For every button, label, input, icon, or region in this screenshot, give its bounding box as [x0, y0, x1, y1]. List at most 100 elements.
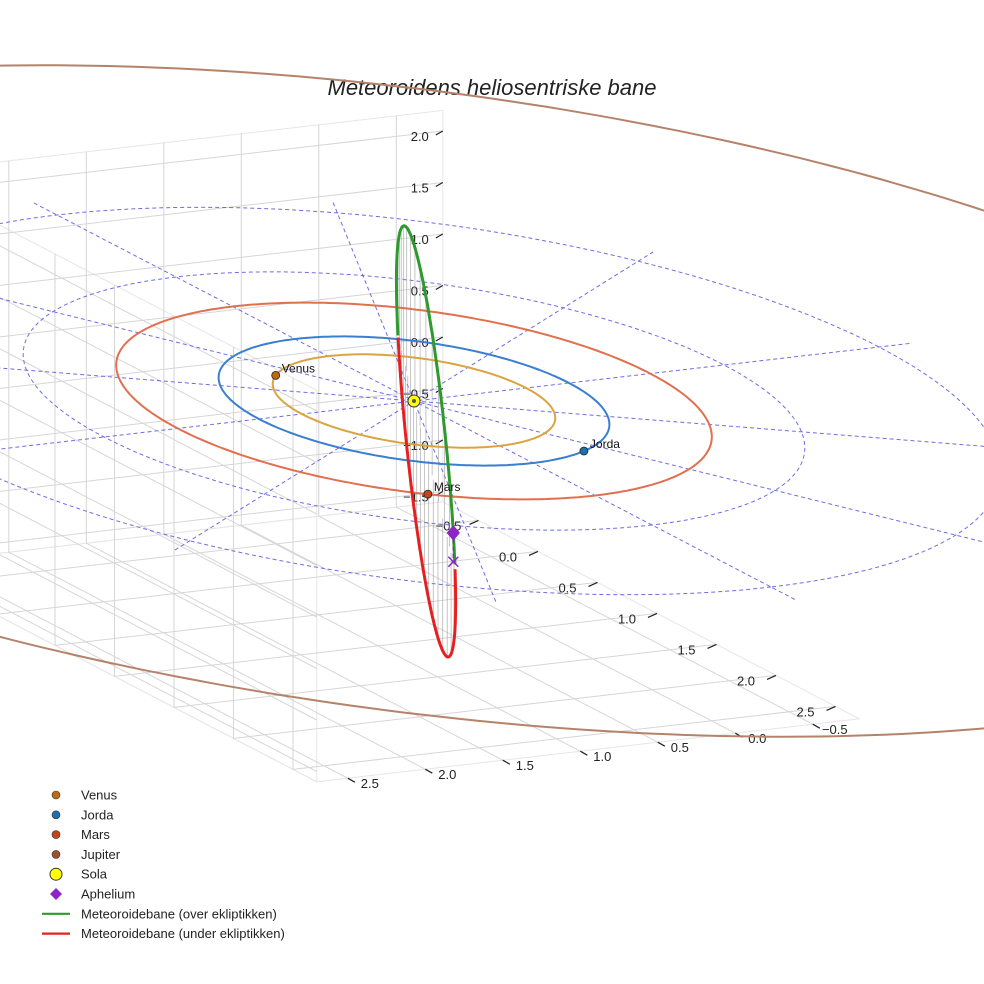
y-tick	[425, 768, 433, 774]
legend-label: Aphelium	[81, 887, 135, 902]
sun-core	[412, 399, 416, 403]
ecliptic-spoke	[0, 367, 984, 447]
grid-line	[0, 605, 318, 772]
grid-line	[0, 451, 318, 618]
x-tick-label: 0.5	[558, 580, 576, 595]
legend-marker	[51, 850, 61, 859]
x-tick-label: 1.5	[677, 642, 695, 657]
y-tick	[502, 759, 511, 765]
legend: Venus Jorda Mars Jupiter Sola Aphelium Meteoro…	[42, 788, 285, 941]
y-tick	[812, 723, 821, 729]
grid-line	[0, 399, 318, 566]
y-tick-label: −0.5	[822, 722, 848, 737]
grid-line	[0, 233, 443, 286]
x-tick	[469, 519, 479, 525]
left-wall-pane	[0, 109, 444, 554]
aphelion-marker	[446, 525, 460, 541]
z-tick	[435, 336, 444, 342]
axis-ticks: −0.50.00.51.01.52.02.5−0.50.00.51.01.52.…	[347, 129, 848, 791]
x-tick-label: 2.0	[737, 673, 755, 688]
planet-label: Venus	[282, 361, 315, 375]
z-tick	[435, 233, 444, 239]
planet-jorda	[579, 446, 589, 456]
grid-line	[0, 130, 443, 183]
grid-line	[0, 502, 318, 669]
z-tick	[435, 130, 444, 136]
grid-line	[233, 674, 777, 739]
meteoroid-orbit-above	[394, 224, 457, 565]
grid-line	[86, 542, 504, 761]
ecliptic-spoke	[331, 200, 497, 602]
y-tick-label: 2.5	[361, 776, 379, 791]
legend-label: Meteoroidebane (under ekliptikken)	[81, 926, 285, 941]
grid-line	[241, 524, 659, 743]
meteoroid-orbit-below	[397, 349, 458, 659]
y-tick-label: 1.0	[593, 749, 611, 764]
z-tick	[435, 439, 444, 445]
planet-venus	[271, 370, 281, 380]
ecliptic-spoke	[0, 298, 984, 543]
legend-label: Mars	[81, 827, 110, 842]
grid-line	[8, 551, 426, 770]
z-tick-label: 1.0	[411, 232, 429, 247]
meteoroid-orbit	[394, 224, 458, 659]
z-tick-label: 2.0	[411, 129, 429, 144]
grid-line	[318, 515, 736, 734]
grid-line	[0, 348, 318, 515]
y-tick-label: 0.0	[748, 731, 766, 746]
orbit-jorda	[217, 335, 611, 467]
legend-label: Sola	[81, 867, 108, 882]
legend-marker	[51, 810, 61, 820]
grid-line	[0, 550, 539, 615]
grid-line	[0, 285, 443, 338]
x-tick-label: 1.0	[618, 611, 636, 626]
grid-line	[114, 612, 658, 677]
legend-marker	[49, 867, 63, 881]
back-wall-pane	[0, 224, 318, 783]
ecliptic-reference	[0, 200, 984, 602]
ecliptic-ring	[0, 206, 984, 596]
planet-label: Jorda	[590, 437, 620, 451]
grid-line	[0, 554, 318, 721]
grid-line	[0, 296, 318, 463]
x-tick-label: 2.5	[796, 704, 814, 719]
orbit-mars	[115, 301, 713, 501]
z-tick-label: 1.5	[411, 181, 429, 196]
legend-label: Meteoroidebane (over ekliptikken)	[81, 906, 277, 921]
grid-line	[396, 506, 814, 725]
grid-line	[0, 439, 443, 492]
z-tick	[435, 181, 444, 188]
planet-label: Mars	[434, 480, 461, 494]
x-tick	[826, 705, 836, 711]
floor-pane	[0, 501, 861, 783]
grid-line	[0, 182, 443, 235]
axis-panes	[0, 109, 861, 783]
grid-line	[0, 388, 443, 441]
grid-line	[0, 491, 443, 544]
aphelion-projection-marker	[447, 556, 459, 568]
y-tick-label: 1.5	[516, 758, 534, 773]
x-tick-label: 0.0	[499, 549, 517, 564]
y-tick-label: 0.5	[671, 740, 689, 755]
legend-marker	[51, 830, 61, 839]
meteoroid-orbit-below	[396, 337, 401, 351]
legend-marker	[51, 790, 61, 800]
legend-label: Jupiter	[81, 847, 121, 862]
legend-label: Venus	[81, 788, 118, 803]
planet-orbits	[0, 64, 984, 738]
legend-marker	[50, 888, 62, 900]
grid-line	[0, 245, 318, 412]
x-tick	[588, 581, 598, 587]
grid-line	[0, 519, 479, 577]
planet-mars	[423, 489, 433, 499]
z-tick	[435, 284, 444, 291]
y-tick	[347, 777, 356, 783]
body-markers: Venus Jorda Mars	[271, 361, 620, 568]
x-tick	[707, 643, 717, 649]
x-tick	[647, 612, 658, 618]
x-tick	[528, 550, 539, 556]
grid-line	[163, 533, 581, 752]
orbit-venus	[271, 353, 557, 449]
grid-line	[292, 705, 836, 770]
